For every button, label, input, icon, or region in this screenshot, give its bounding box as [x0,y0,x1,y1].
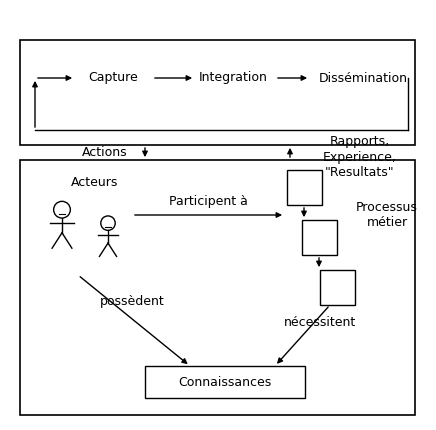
Text: Rapports,
Experience,
"Resultats": Rapports, Experience, "Resultats" [323,135,397,178]
Text: Actions: Actions [82,145,128,159]
Bar [287,170,322,205]
Text: Integration: Integration [198,71,267,85]
Bar [302,220,337,255]
Bar [20,40,415,145]
Text: Capture: Capture [88,71,138,85]
Text: Dissémination: Dissémination [319,71,408,85]
Bar [145,366,305,398]
Text: Connaissances: Connaissances [178,375,272,388]
Text: Participent à: Participent à [169,195,248,208]
Bar [320,270,355,305]
Bar [20,160,415,415]
Text: possèdent: possèdent [100,295,165,308]
Text: Acteurs: Acteurs [72,175,119,188]
Text: nécessitent: nécessitent [284,316,356,329]
Text: Processus
métier: Processus métier [356,201,418,229]
